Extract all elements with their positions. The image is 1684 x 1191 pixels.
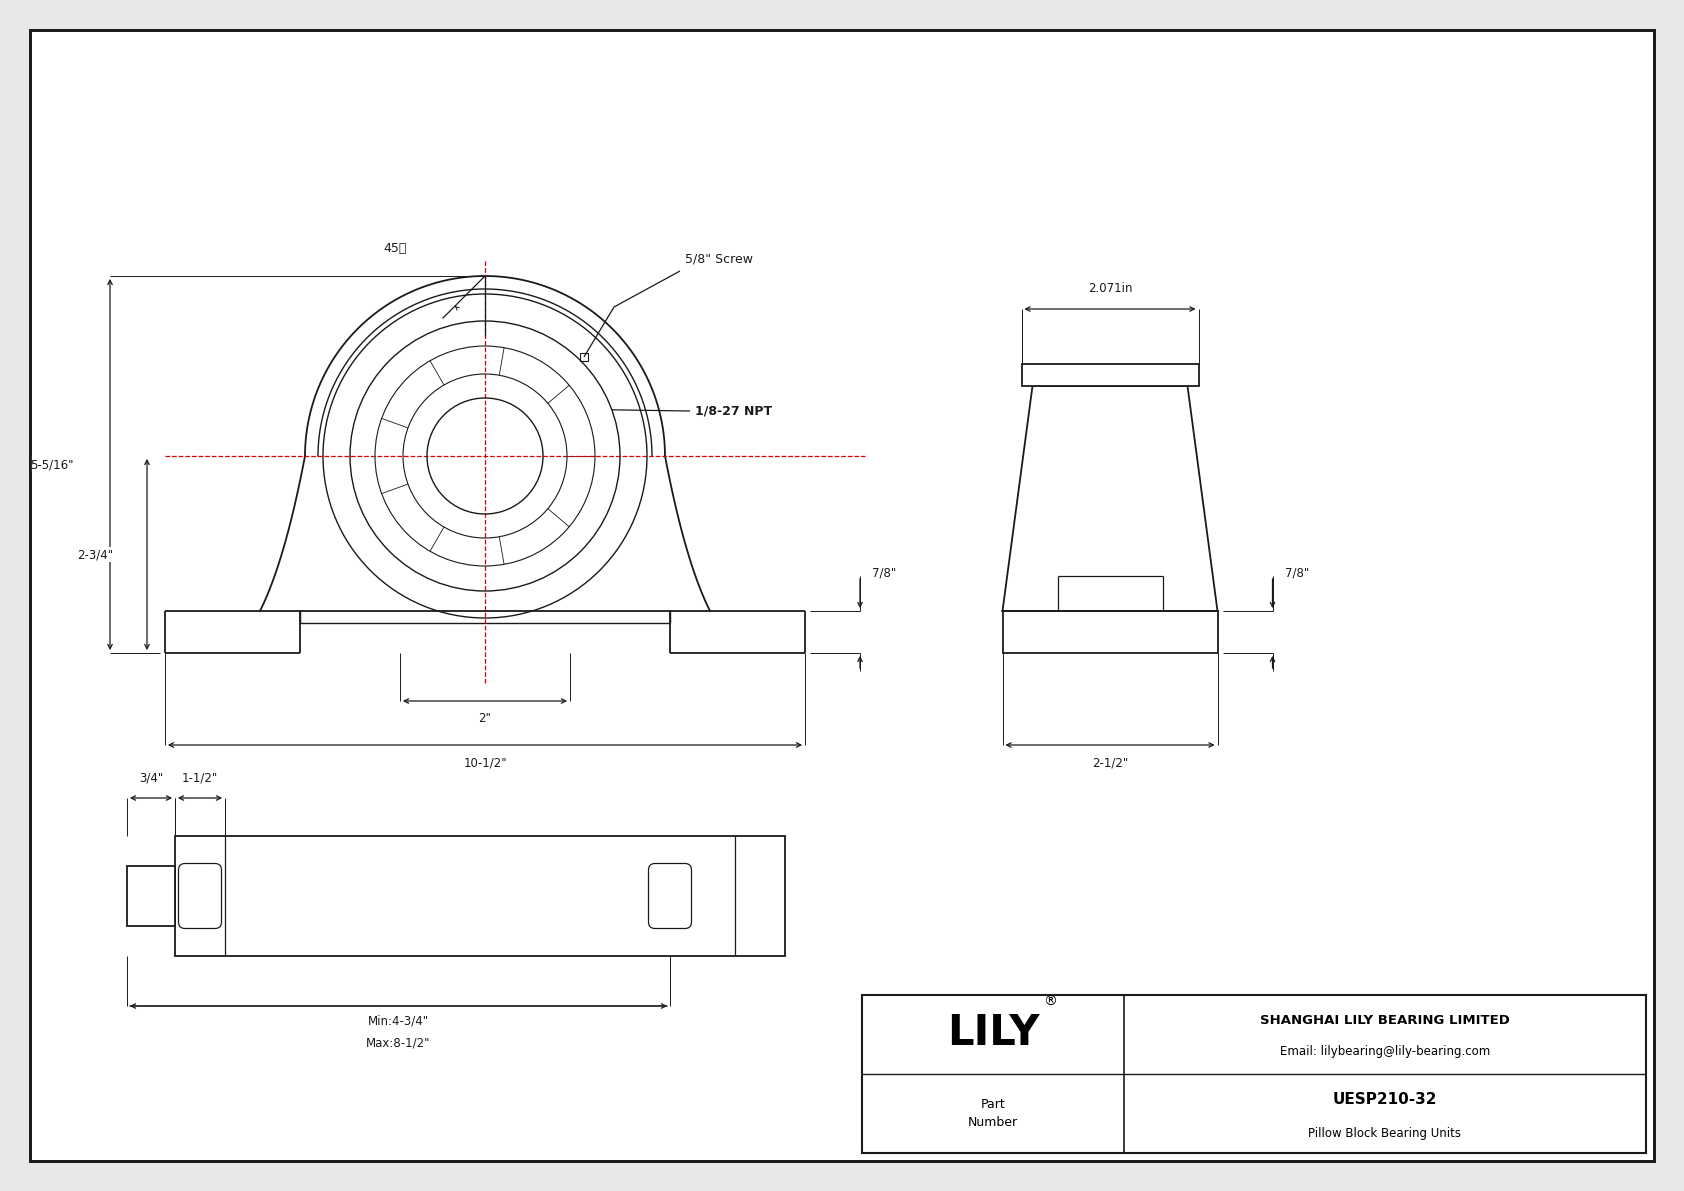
Text: Part
Number: Part Number bbox=[968, 1098, 1019, 1129]
Text: Pillow Block Bearing Units: Pillow Block Bearing Units bbox=[1308, 1127, 1462, 1140]
Text: Min:4-3/4": Min:4-3/4" bbox=[367, 1014, 429, 1027]
Text: Email: lilybearing@lily-bearing.com: Email: lilybearing@lily-bearing.com bbox=[1280, 1046, 1490, 1059]
Text: 45度: 45度 bbox=[384, 242, 408, 255]
Bar bbox=[579, 353, 588, 361]
Text: LILY: LILY bbox=[946, 1012, 1039, 1054]
Text: 5/8" Screw: 5/8" Screw bbox=[685, 252, 753, 266]
Circle shape bbox=[1101, 347, 1118, 364]
Text: 5-5/16": 5-5/16" bbox=[30, 459, 74, 470]
Text: UESP210-32: UESP210-32 bbox=[1332, 1092, 1436, 1106]
Text: 7/8": 7/8" bbox=[1285, 567, 1308, 580]
Text: SHANGHAI LILY BEARING LIMITED: SHANGHAI LILY BEARING LIMITED bbox=[1260, 1014, 1511, 1027]
FancyBboxPatch shape bbox=[179, 863, 222, 929]
Bar bbox=[1002, 611, 1218, 653]
Text: 7/8": 7/8" bbox=[872, 567, 896, 580]
Bar bbox=[862, 994, 1645, 1153]
Text: 2": 2" bbox=[478, 712, 492, 725]
Text: 1/8-27 NPT: 1/8-27 NPT bbox=[695, 405, 773, 418]
Bar bbox=[175, 836, 785, 956]
Text: ®: ® bbox=[1042, 994, 1058, 1009]
Text: 2-3/4": 2-3/4" bbox=[77, 548, 113, 561]
Text: 2-1/2": 2-1/2" bbox=[1091, 756, 1128, 769]
FancyBboxPatch shape bbox=[648, 863, 692, 929]
Bar bbox=[126, 866, 175, 925]
Text: 2.071in: 2.071in bbox=[1088, 282, 1132, 295]
Text: 1-1/2": 1-1/2" bbox=[182, 772, 219, 785]
Text: 10-1/2": 10-1/2" bbox=[463, 756, 507, 769]
Bar bbox=[1022, 364, 1199, 386]
Text: Max:8-1/2": Max:8-1/2" bbox=[365, 1036, 431, 1049]
Text: 3/4": 3/4" bbox=[138, 772, 163, 785]
